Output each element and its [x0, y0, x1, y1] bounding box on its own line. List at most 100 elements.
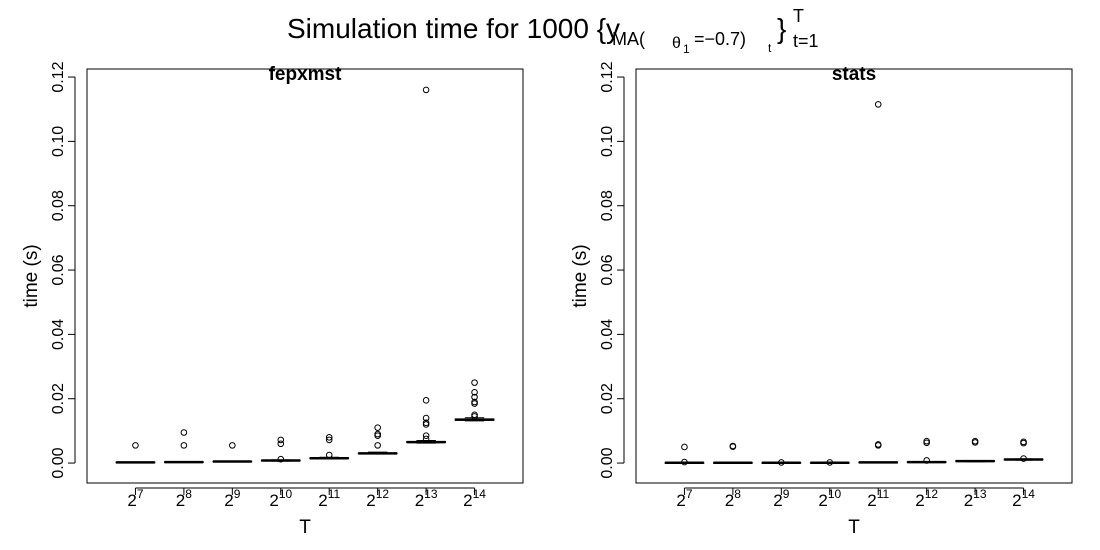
x-tick-label: 28: [176, 487, 192, 510]
outlier: [874, 442, 882, 449]
y-tick-label: 0.08: [50, 190, 67, 221]
outlier: [374, 432, 381, 440]
x-tick-base: 2: [415, 491, 424, 510]
x-tick-exponent: 8: [734, 487, 741, 501]
outlier: [180, 442, 188, 449]
y-tick-label: 0.06: [50, 254, 67, 285]
x-tick-base: 2: [366, 491, 375, 510]
x-tick-label: 213: [415, 487, 438, 510]
x-tick-exponent: 10: [279, 487, 293, 501]
x-tick-label: 214: [463, 487, 486, 510]
plot-frame: [86, 68, 524, 484]
y-tick-label: 0.04: [599, 319, 616, 350]
x-tick-label: 29: [773, 487, 789, 510]
x-tick-exponent: 12: [376, 487, 390, 501]
outlier: [729, 443, 737, 450]
y-tick-label: 0.02: [50, 383, 67, 414]
outlier: [1020, 439, 1027, 447]
figure-title: 1: [683, 42, 690, 56]
x-tick-base: 2: [224, 491, 233, 510]
y-tick-label: 0.00: [50, 447, 67, 478]
x-tick-exponent: 13: [424, 487, 438, 501]
x-axis-label: T: [299, 517, 311, 538]
x-tick-exponent: 14: [473, 487, 487, 501]
x-tick-base: 2: [915, 491, 924, 510]
x-tick-exponent: 11: [877, 487, 890, 501]
x-tick-exponent: 7: [137, 487, 144, 501]
x-tick-label: 214: [1012, 487, 1035, 510]
outlier: [826, 459, 834, 466]
y-tick-label: 0.00: [599, 447, 616, 478]
outlier: [422, 421, 430, 428]
outlier: [778, 459, 785, 466]
y-tick-label: 0.12: [50, 61, 67, 92]
x-tick-base: 2: [725, 491, 734, 510]
outlier: [471, 379, 478, 386]
outlier: [923, 439, 930, 447]
x-tick-label: 210: [269, 487, 292, 510]
outlier: [277, 455, 285, 463]
x-tick-exponent: 7: [686, 487, 693, 501]
outlier: [681, 458, 688, 466]
x-tick-exponent: 8: [185, 487, 192, 501]
x-tick-label: 212: [366, 487, 389, 510]
x-tick-exponent: 10: [828, 487, 842, 501]
outlier: [325, 436, 333, 444]
figure-title: Simulation time for 1000 {y: [287, 13, 620, 44]
y-tick-label: 0.02: [599, 383, 616, 414]
x-tick-base: 2: [318, 491, 327, 510]
x-tick-base: 2: [127, 491, 136, 510]
x-tick-base: 2: [269, 491, 278, 510]
outlier: [471, 388, 478, 396]
outlier: [422, 435, 430, 443]
x-tick-exponent: 11: [328, 487, 341, 501]
panel-title: stats: [832, 64, 876, 85]
x-tick-label: 29: [224, 487, 240, 510]
x-tick-base: 2: [964, 491, 973, 510]
x-tick-base: 2: [676, 491, 685, 510]
x-tick-exponent: 14: [1022, 487, 1036, 501]
x-tick-base: 2: [1012, 491, 1021, 510]
outlier: [1020, 455, 1027, 462]
figure-title: }: [777, 13, 786, 44]
plot-frame: [635, 68, 1073, 484]
outlier: [277, 440, 285, 448]
outlier: [180, 429, 188, 436]
figure-title: t=1: [793, 31, 819, 51]
outlier: [471, 393, 478, 401]
figure-title: MA(: [612, 29, 645, 49]
outlier: [374, 424, 381, 431]
y-tick-label: 0.04: [50, 319, 67, 350]
outlier: [471, 413, 478, 420]
panel-title: fepxmst: [269, 64, 343, 85]
x-tick-label: 210: [818, 487, 841, 510]
outlier: [422, 397, 430, 404]
x-tick-label: 27: [127, 487, 143, 510]
x-tick-exponent: 13: [973, 487, 987, 501]
outlier: [971, 439, 979, 446]
y-axis-label: time (s): [21, 244, 42, 307]
outlier: [132, 442, 139, 449]
x-tick-label: 27: [676, 487, 692, 510]
x-tick-base: 2: [818, 491, 827, 510]
outlier: [422, 86, 430, 94]
outlier: [325, 451, 333, 459]
outlier: [374, 442, 381, 449]
figure-title: =−0.7): [694, 29, 746, 49]
x-tick-base: 2: [773, 491, 782, 510]
outlier: [923, 457, 930, 464]
outlier: [277, 436, 285, 444]
x-tick-exponent: 12: [925, 487, 939, 501]
figure-title: θ: [672, 35, 681, 52]
x-tick-exponent: 9: [783, 487, 790, 501]
y-axis-label: time (s): [570, 244, 591, 307]
x-tick-label: 212: [915, 487, 938, 510]
x-tick-exponent: 9: [234, 487, 241, 501]
y-tick-label: 0.08: [599, 190, 616, 221]
y-tick-label: 0.06: [599, 254, 616, 285]
x-tick-base: 2: [463, 491, 472, 510]
outlier: [229, 442, 236, 449]
outlier: [874, 101, 882, 108]
